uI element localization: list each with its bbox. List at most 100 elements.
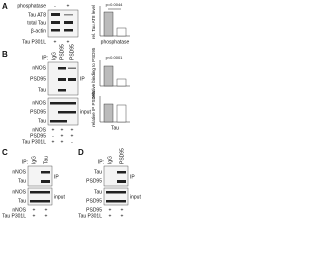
footer-label: Tau P301L: [22, 39, 46, 45]
footer: PSD95 + +Tau P301L + +: [78, 207, 123, 219]
sign: +: [52, 127, 55, 133]
panel-label: C: [2, 148, 8, 157]
footer-label: nNOS: [12, 207, 26, 213]
section-tag: input: [54, 194, 65, 200]
sign: -: [52, 133, 54, 139]
sign: +: [109, 213, 112, 219]
band: [50, 102, 76, 105]
footer-label: Tau P301L: [22, 139, 46, 145]
section-tag: IP: [54, 174, 59, 180]
y-label: relative binding to PSD95: [91, 47, 96, 98]
band: [58, 78, 66, 81]
sign: -: [54, 3, 56, 9]
band: [106, 191, 126, 194]
footer-label: nNOS: [32, 127, 46, 133]
band: [50, 120, 67, 123]
footer-label: PSD95: [86, 207, 102, 213]
bar: [116, 104, 127, 123]
row-label: Tau: [94, 189, 102, 195]
band: [64, 29, 73, 32]
column-label: IgG: [107, 156, 113, 164]
panel-label: B: [2, 50, 8, 59]
footer-label: PSD95: [30, 133, 46, 139]
sign: +: [61, 133, 64, 139]
sign: +: [33, 213, 36, 219]
column-label: IgG: [31, 156, 37, 164]
row-label: Tau: [38, 118, 46, 124]
section-tag: IP: [80, 76, 85, 82]
band: [41, 171, 50, 174]
row-label: Tau: [18, 198, 26, 204]
section-tag: input: [130, 194, 141, 200]
row-label: Tau: [38, 87, 46, 93]
sign: +: [61, 127, 64, 133]
p-value: p=0.0044: [106, 2, 124, 7]
sign: +: [52, 139, 55, 145]
row-label: Tau AT8: [28, 12, 46, 18]
panel-label: D: [78, 148, 84, 157]
panel-label: A: [2, 2, 8, 11]
band: [51, 29, 60, 32]
x-label: Tau: [111, 125, 119, 131]
row-label: total Tau: [27, 20, 46, 26]
sign: +: [67, 39, 70, 45]
footer-label: Tau P301L: [2, 213, 26, 219]
row-label: nNOS: [32, 100, 46, 106]
band: [30, 191, 50, 194]
footer: nNOS + +Tau P301L + +: [2, 207, 47, 219]
bar: [103, 11, 114, 37]
band: [106, 200, 126, 203]
ip-prefix: IP:: [42, 55, 48, 61]
column-label: PSD95: [59, 44, 65, 60]
p-value: p<0.0001: [106, 55, 124, 60]
band: [51, 13, 60, 16]
y-label: rel. Tau AT8 level: [91, 5, 96, 39]
sign: +: [67, 3, 70, 9]
sign: +: [121, 213, 124, 219]
band: [58, 89, 66, 92]
column-label: Tau: [43, 156, 49, 164]
band: [117, 180, 126, 183]
row-label: PSD95: [30, 109, 46, 115]
sign: +: [45, 213, 48, 219]
sign: +: [71, 127, 74, 133]
row-label: PSD95: [86, 178, 102, 184]
sign: +: [54, 39, 57, 45]
section-tag: input: [80, 109, 91, 115]
row-label: Tau: [18, 178, 26, 184]
bar: [116, 27, 127, 37]
row-label: PSD95: [86, 198, 102, 204]
bar: [103, 65, 114, 87]
band: [64, 14, 73, 16]
band: [58, 67, 66, 70]
sign: +: [71, 133, 74, 139]
column-label: PSD95: [69, 44, 75, 60]
y-label: relative IP PSD95: [91, 91, 96, 127]
band: [64, 21, 73, 24]
band: [41, 180, 50, 183]
ip-prefix: IP:: [98, 159, 104, 165]
row-label: PSD95: [30, 76, 46, 82]
bar: [116, 78, 127, 87]
row-label: β-actin: [31, 28, 46, 34]
treatment: phosphatase: [17, 3, 46, 9]
band: [117, 171, 126, 174]
layout: [27, 6, 130, 206]
sign: +: [121, 207, 124, 213]
band: [30, 200, 50, 203]
row-label: Tau: [94, 169, 102, 175]
sign: +: [109, 207, 112, 213]
section-tag: IP: [130, 174, 135, 180]
sign: +: [61, 139, 64, 145]
row-label: nNOS: [12, 189, 26, 195]
footer-label: Tau P301L: [78, 213, 102, 219]
row-label: nNOS: [12, 169, 26, 175]
ip-prefix: IP:: [22, 159, 28, 165]
column-label: PSD95: [119, 148, 125, 164]
sign: -: [71, 139, 73, 145]
band: [68, 78, 76, 81]
band: [68, 67, 76, 69]
row-label: nNOS: [32, 65, 46, 71]
band: [58, 111, 76, 114]
